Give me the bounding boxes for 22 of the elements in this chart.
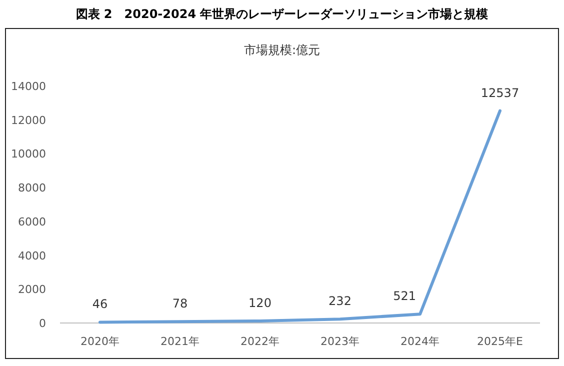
y-tick-label: 0 bbox=[39, 317, 46, 330]
y-tick-label: 2000 bbox=[18, 283, 46, 296]
x-tick-label: 2025年E bbox=[477, 335, 524, 348]
data-label: 120 bbox=[248, 296, 272, 310]
x-tick-label: 2021年 bbox=[160, 335, 200, 348]
data-label: 12537 bbox=[480, 86, 520, 100]
x-tick-label: 2024年 bbox=[400, 335, 440, 348]
data-label: 521 bbox=[393, 289, 416, 304]
y-tick-label: 6000 bbox=[18, 215, 46, 228]
x-tick-label: 2020年 bbox=[80, 335, 120, 348]
y-tick-label: 10000 bbox=[11, 148, 46, 161]
chart-subtitle: 市場規模:億元 bbox=[244, 43, 320, 57]
y-tick-label: 4000 bbox=[18, 249, 46, 262]
chart-title: 図表 2 2020-2024 年世界のレーザーレーダーソリューション市場と規模 bbox=[76, 7, 488, 21]
x-tick-label: 2023年 bbox=[320, 335, 360, 348]
y-tick-label: 14000 bbox=[11, 80, 46, 93]
data-label: 78 bbox=[172, 296, 188, 311]
y-tick-label: 8000 bbox=[18, 182, 46, 195]
y-tick-label: 12000 bbox=[11, 114, 46, 127]
x-tick-label: 2022年 bbox=[240, 335, 280, 348]
data-label: 46 bbox=[92, 297, 108, 312]
data-label: 232 bbox=[328, 294, 352, 308]
